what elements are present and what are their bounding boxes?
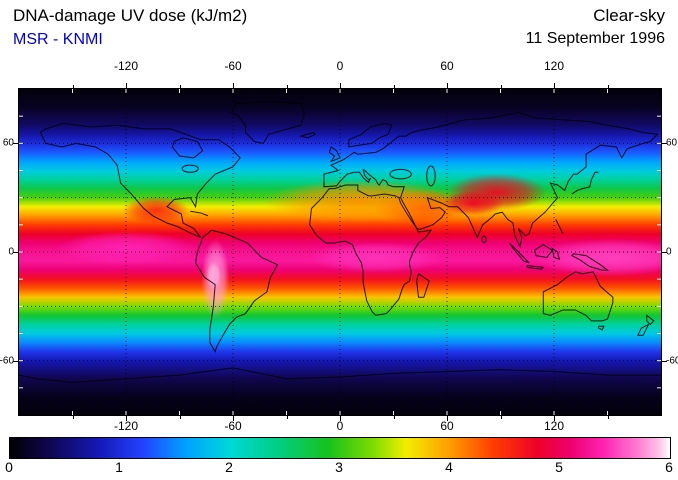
coastline-cuba [190,211,208,216]
lat-tick-label: 0 [666,246,672,258]
axis-tick [554,83,555,88]
axis-tick [72,85,74,88]
axis-tick [72,416,74,419]
colorbar-tick-label: 1 [115,459,123,475]
colorbar-tick-labels: 0 1 2 3 4 5 6 [5,459,673,476]
lon-tick-label: -60 [224,419,242,433]
axis-tick [340,416,341,421]
lat-tick-label: 0 [8,246,14,258]
axis-tick [13,360,18,362]
black-sea-outline [390,169,411,178]
coastline-madagascar [417,274,429,298]
coastline-south-america [196,230,278,351]
sky-condition-label: Clear-sky [593,6,665,25]
world-coastlines [19,89,661,415]
lon-tick-label: 120 [543,419,565,433]
axis-tick [13,252,18,253]
lon-tick-label: 60 [440,419,454,433]
colorbar [9,437,671,459]
longitude-axis-bottom: -120 -60 0 60 120 [19,419,661,433]
graticule-grid [19,89,661,415]
coastline-antarctica [19,368,661,382]
colorbar-tick-label: 2 [225,459,233,475]
lat-tick-label: 60 [2,137,14,149]
colorbar-tick-label: 6 [665,459,673,475]
coastline-japan [572,172,599,194]
date-label: 11 September 1996 [525,30,665,47]
coastline-australia [543,272,613,321]
coastline-tasmania [599,326,604,330]
longitude-axis-top: -120 -60 0 60 120 [19,59,661,73]
coastline-greenland [231,102,304,144]
colorbar-tick-label: 4 [445,459,453,475]
axis-tick [662,252,667,253]
coastline-uk [329,147,340,161]
axis-tick [500,85,502,88]
axis-tick [286,416,288,419]
lon-tick-label: 0 [336,419,344,433]
coastline-java [527,266,543,270]
axis-tick [554,416,555,421]
great-lakes-outline [182,165,198,172]
axis-tick [393,416,395,419]
colorbar-tick-label: 5 [555,459,563,475]
caspian-sea-outline [427,166,436,186]
axis-tick [13,143,18,145]
axis-tick [393,85,395,88]
lon-tick-label: 0 [336,59,344,73]
coastline-africa [310,185,431,315]
coastline-new-guinea [572,254,608,270]
axis-tick [233,83,234,88]
lat-tick-label: 60 [666,137,678,149]
coastline-borneo [534,245,552,258]
coastline-iceland [301,132,315,137]
uv-dose-field [19,89,661,415]
axis-tick [126,416,127,421]
axis-tick [340,83,341,88]
axis-tick [662,360,667,362]
latitude-axis-left: 60 0 -60 [0,89,17,415]
axis-tick [607,416,609,419]
lon-tick-label: 120 [543,59,565,73]
axis-tick [179,85,181,88]
coastline-philippines [556,219,563,233]
axis-tick [500,416,502,419]
axis-tick [447,416,448,421]
colorbar-tick-label: 3 [335,459,343,475]
axis-tick [233,416,234,421]
coastline-new-zealand [638,315,654,335]
lon-tick-label: 60 [440,59,454,73]
coastline-sulawesi [552,248,559,259]
colorbar-tick-label: 0 [5,459,13,475]
sri-lanka-outline [482,236,486,243]
lat-tick-label: -60 [666,355,678,367]
latitude-axis-right: 60 0 -60 [663,89,678,415]
axis-tick [447,83,448,88]
coastline-scandinavia [349,123,392,147]
axis-tick [179,416,181,419]
figure-title: DNA-damage UV dose (kJ/m2) [13,6,248,25]
lon-tick-label: -120 [113,59,139,73]
axis-tick [662,143,667,145]
axis-tick [607,85,609,88]
axis-tick [126,83,127,88]
axis-tick [286,85,288,88]
lon-tick-label: -120 [113,419,139,433]
coastline-sumatra [509,243,529,263]
lon-tick-label: -60 [224,59,242,73]
hudson-bay-outline [172,138,202,158]
coastline-eurasia [324,113,657,247]
lat-tick-label: -60 [0,355,14,367]
data-source-label: MSR - KNMI [13,31,103,48]
coastline-north-america [40,123,240,237]
world-map-panel [18,88,662,416]
